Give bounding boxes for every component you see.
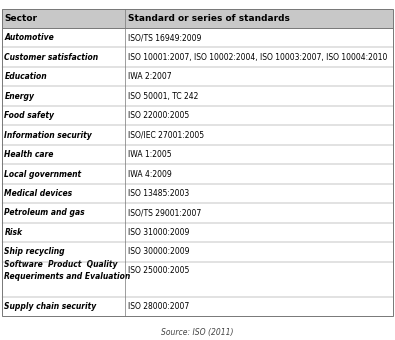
Text: ISO/IEC 27001:2005: ISO/IEC 27001:2005 [128, 131, 204, 140]
Bar [2, 223, 393, 242]
Text: Education: Education [4, 72, 47, 81]
Bar [2, 106, 393, 125]
Bar [2, 145, 393, 164]
Text: ISO 31000:2009: ISO 31000:2009 [128, 228, 189, 237]
Text: ISO 25000:2005: ISO 25000:2005 [128, 266, 189, 275]
Text: Source: ISO (2011): Source: ISO (2011) [161, 328, 234, 337]
Text: Health care: Health care [4, 150, 54, 159]
Text: Supply chain security: Supply chain security [4, 302, 97, 311]
Text: ISO 13485:2003: ISO 13485:2003 [128, 189, 189, 198]
Text: ISO 28000:2007: ISO 28000:2007 [128, 302, 189, 311]
Bar [2, 242, 393, 262]
Text: ISO 50001, TC 242: ISO 50001, TC 242 [128, 92, 198, 101]
Text: ISO 10001:2007, ISO 10002:2004, ISO 10003:2007, ISO 10004:2010: ISO 10001:2007, ISO 10002:2004, ISO 1000… [128, 53, 387, 62]
Bar [2, 184, 393, 203]
Text: Standard or series of standards: Standard or series of standards [128, 14, 290, 23]
Text: Sector: Sector [4, 14, 38, 23]
Text: IWA 4:2009: IWA 4:2009 [128, 170, 171, 178]
Text: Ship recycling: Ship recycling [4, 248, 65, 256]
Bar [2, 67, 393, 86]
Text: Software  Product  Quality
Requeriments and Evaluation: Software Product Quality Requeriments an… [4, 260, 131, 281]
Bar [2, 48, 393, 67]
Bar [2, 297, 393, 316]
Text: ISO/TS 16949:2009: ISO/TS 16949:2009 [128, 33, 201, 42]
Text: IWA 2:2007: IWA 2:2007 [128, 72, 171, 81]
Bar [2, 125, 393, 145]
Text: Energy: Energy [4, 92, 34, 101]
Bar [2, 203, 393, 223]
Text: Local government: Local government [4, 170, 81, 178]
Text: Risk: Risk [4, 228, 23, 237]
Text: ISO/TS 29001:2007: ISO/TS 29001:2007 [128, 208, 201, 218]
Bar [2, 262, 393, 297]
Bar [2, 28, 393, 48]
Text: ISO 22000:2005: ISO 22000:2005 [128, 111, 189, 120]
Text: ISO 30000:2009: ISO 30000:2009 [128, 248, 189, 256]
Text: Food safety: Food safety [4, 111, 55, 120]
Bar [2, 164, 393, 184]
Text: Information security: Information security [4, 131, 92, 140]
Text: Medical devices: Medical devices [4, 189, 72, 198]
Text: Petroleum and gas: Petroleum and gas [4, 208, 85, 218]
Bar [2, 86, 393, 106]
Text: Customer satisfaction: Customer satisfaction [4, 53, 98, 62]
Text: IWA 1:2005: IWA 1:2005 [128, 150, 171, 159]
Text: Automotive: Automotive [4, 33, 54, 42]
Bar [2, 8, 393, 28]
